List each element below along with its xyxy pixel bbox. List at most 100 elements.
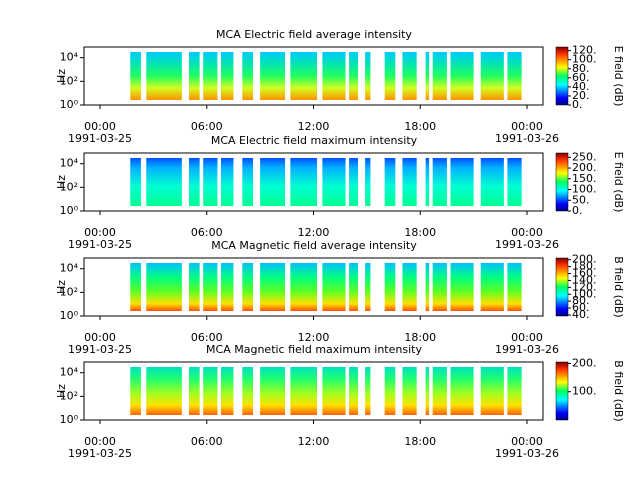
data-segment: [349, 367, 358, 415]
data-segment: [432, 367, 447, 415]
data-segment: [425, 263, 430, 311]
x-tick-label: 06:00: [191, 435, 223, 448]
colorbar-tick-label: 40.: [572, 80, 590, 93]
data-segment: [450, 52, 474, 100]
data-segment: [260, 263, 286, 311]
data-segment: [432, 52, 447, 100]
data-segment: [349, 263, 358, 311]
data-segment: [130, 263, 141, 311]
data-segment: [130, 367, 141, 415]
date-label: 1991-03-25: [68, 447, 132, 460]
colorbar-tick-label: 0.: [572, 204, 583, 217]
colorbar-tick-label: 50.: [572, 193, 590, 206]
data-segment: [507, 263, 522, 311]
y-tick-label: 10²: [60, 180, 78, 193]
date-label: 1991-03-26: [495, 238, 559, 251]
data-segment: [146, 263, 182, 311]
data-segment: [480, 263, 504, 311]
y-tick-label: 10⁰: [60, 98, 79, 111]
data-segment: [384, 263, 396, 311]
data-segment: [290, 263, 318, 311]
colorbar: [555, 152, 569, 212]
colorbar-tick-label: 40.: [572, 308, 590, 321]
x-tick-label: 00:00: [84, 120, 116, 133]
x-tick-label: 00:00: [84, 435, 116, 448]
y-tick-label: 10²: [60, 285, 78, 298]
date-label: 1991-03-25: [68, 132, 132, 145]
colorbar-tick-label: 0.: [572, 98, 583, 111]
y-axis-label: Hz: [55, 69, 68, 83]
data-segment: [402, 158, 417, 206]
colorbar-tick-label: 20.: [572, 89, 590, 102]
x-tick-label: 00:00: [84, 226, 116, 239]
data-segment: [322, 52, 346, 100]
colorbar-tick-label: 180.: [572, 260, 597, 273]
panel-title: MCA Electric field maximum intensity: [211, 134, 418, 147]
x-tick-label: 12:00: [298, 120, 330, 133]
data-segment: [507, 52, 522, 100]
data-segment: [365, 367, 371, 415]
x-tick-label: 12:00: [298, 226, 330, 239]
data-segment: [146, 367, 182, 415]
data-segment: [130, 52, 141, 100]
colorbar-tick-label: 100.: [572, 385, 597, 398]
date-label: 1991-03-25: [68, 343, 132, 356]
y-tick-label: 10²: [60, 389, 78, 402]
data-segment: [365, 158, 371, 206]
data-segment: [384, 52, 396, 100]
data-segment: [450, 263, 474, 311]
colorbar: [555, 257, 569, 317]
data-segment: [220, 52, 234, 100]
x-tick-label: 00:00: [511, 226, 543, 239]
y-tick-label: 10⁴: [60, 366, 79, 379]
data-segment: [203, 263, 218, 311]
colorbar-tick-label: 200.: [572, 356, 597, 369]
data-segment: [425, 367, 430, 415]
y-tick-label: 10⁴: [60, 262, 79, 275]
colorbar: [555, 361, 569, 421]
data-segment: [146, 52, 182, 100]
colorbar-tick-label: 140.: [572, 273, 597, 286]
data-segment: [130, 158, 141, 206]
data-segment: [220, 263, 234, 311]
data-segment: [349, 158, 358, 206]
date-label: 1991-03-26: [495, 132, 559, 145]
date-label: 1991-03-26: [495, 447, 559, 460]
x-tick-label: 00:00: [84, 331, 116, 344]
y-axis-label: Hz: [55, 384, 68, 398]
data-segment: [322, 263, 346, 311]
data-segment: [402, 52, 417, 100]
panel-title: MCA Magnetic field maximum intensity: [206, 343, 422, 356]
y-axis-label: Hz: [55, 280, 68, 294]
data-segment: [402, 263, 417, 311]
colorbar-tick-label: 160.: [572, 267, 597, 280]
x-tick-label: 00:00: [511, 435, 543, 448]
x-tick-label: 18:00: [404, 120, 436, 133]
data-segment: [480, 52, 504, 100]
data-segment: [260, 158, 286, 206]
colorbar-label: E field (dB): [612, 46, 625, 107]
data-segment: [425, 158, 430, 206]
data-segment: [188, 158, 200, 206]
data-segment: [188, 52, 200, 100]
data-segment: [432, 263, 447, 311]
data-segment: [450, 367, 474, 415]
x-tick-label: 06:00: [191, 331, 223, 344]
x-tick-label: 12:00: [298, 331, 330, 344]
colorbar-tick-label: 200.: [572, 253, 597, 266]
colorbar-label: B field (dB): [612, 360, 625, 421]
colorbar-tick-label: 200.: [572, 161, 597, 174]
colorbar-tick-label: 80.: [572, 62, 590, 75]
data-segment: [507, 367, 522, 415]
data-segment: [188, 263, 200, 311]
colorbar-tick-label: 100.: [572, 183, 597, 196]
data-segment: [425, 52, 430, 100]
colorbar-tick-label: 120.: [572, 280, 597, 293]
data-segment: [260, 367, 286, 415]
x-tick-label: 06:00: [191, 120, 223, 133]
data-segment: [188, 367, 200, 415]
panel-title: MCA Electric field average intensity: [216, 28, 412, 41]
y-axis-label: Hz: [55, 175, 68, 189]
x-tick-label: 18:00: [404, 331, 436, 344]
